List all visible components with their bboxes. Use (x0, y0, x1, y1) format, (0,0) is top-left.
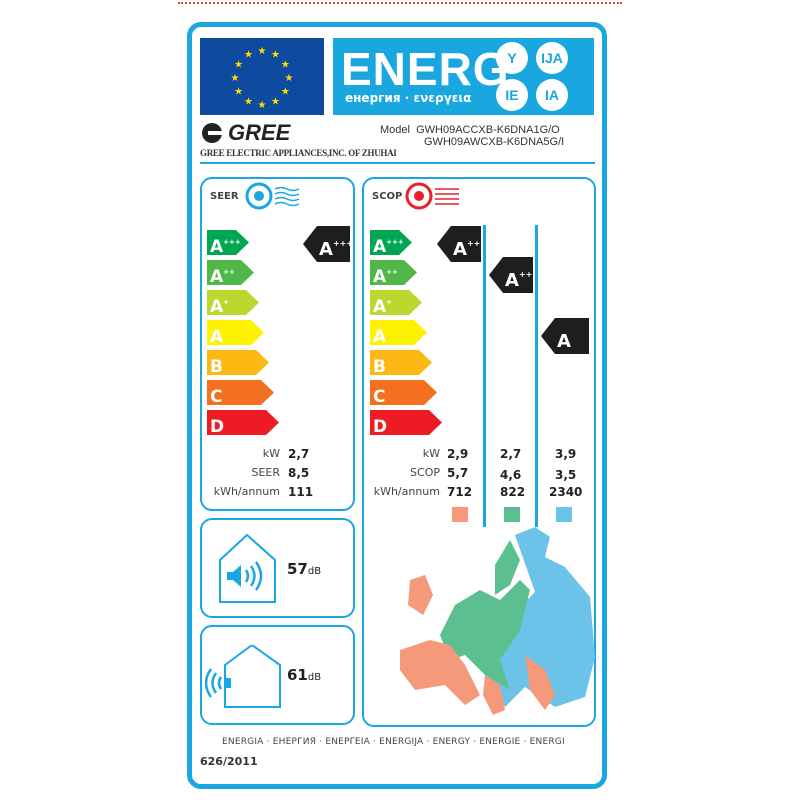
star-icon: ★ (258, 46, 267, 57)
outdoor-noise-panel (200, 625, 355, 725)
energy-class-bar: A (370, 320, 427, 345)
zone-warmer-swatch (556, 507, 572, 522)
regulation-number: 626/2011 (200, 755, 258, 768)
fan-cooling-icon (245, 182, 300, 210)
energy-class-bar: A (207, 320, 264, 345)
heating-key-scop: SCOP (410, 466, 440, 479)
energy-class-bar: D (207, 410, 279, 435)
suffix-ie: IE (496, 79, 528, 111)
model-label: Model (380, 124, 410, 136)
star-icon: ★ (234, 60, 243, 71)
zone1-kw: 2,9 (447, 447, 469, 461)
heating-panel (362, 177, 596, 727)
cooling-value-seer: 8,5 (288, 466, 310, 480)
scop-label: SCOP (372, 191, 403, 202)
energy-class-bar: D (370, 410, 442, 435)
zone3-kw: 3,9 (555, 447, 577, 461)
energy-subtitle: енергия · ενεργεια (345, 91, 472, 105)
star-icon: ★ (285, 73, 294, 84)
divider (200, 162, 595, 164)
gree-logo-icon (202, 123, 224, 143)
cooling-panel (200, 177, 355, 511)
indoor-noise-panel (200, 518, 355, 618)
zone3-energy: 2340 (549, 485, 583, 499)
gree-logo: GREE (200, 120, 290, 146)
dotted-cut-line (178, 2, 622, 4)
star-icon: ★ (281, 60, 290, 71)
zone-average-swatch (504, 507, 520, 522)
zone2-kw: 2,7 (500, 447, 522, 461)
model-info: Model GWH09ACCXB-K6DNA1G/O GWH09AWCXB-K6… (380, 124, 564, 148)
star-icon: ★ (244, 50, 253, 61)
cooling-value-energy: 111 (288, 485, 314, 499)
energy-class-bar: B (370, 350, 432, 375)
zone2-scop: 4,6 (500, 468, 522, 482)
model-indoor: GWH09ACCXB-K6DNA1G/O (416, 124, 560, 136)
seer-label: SEER (210, 191, 239, 202)
zone-divider (483, 225, 486, 527)
zone-divider (535, 225, 538, 527)
languages-footer: ENERGIA · ЕНЕРГИЯ · ΕΝΕΡΓΕΙΑ · ENERGIJA … (222, 737, 565, 747)
suffix-ija: IJA (536, 42, 568, 74)
cooling-value-kw: 2,7 (288, 447, 310, 461)
brand-name: GREE (228, 120, 291, 145)
model-outdoor: GWH09AWCXB-K6DNA5G/I (424, 136, 565, 148)
cooling-key-seer: SEER (251, 466, 280, 479)
zone2-energy: 822 (500, 485, 526, 499)
eu-flag: ★ ★ ★ ★ ★ ★ ★ ★ ★ ★ ★ ★ (200, 38, 324, 115)
eu-stars-icon: ★ ★★★★★★★★★★★ (231, 46, 294, 111)
zone1-energy: 712 (447, 485, 473, 499)
star-icon: ★ (231, 73, 240, 84)
zone1-scop: 5,7 (447, 466, 469, 480)
star-icon: ★ (271, 96, 280, 107)
energy-class-bar: C (370, 380, 437, 405)
label-frame (187, 22, 607, 789)
heating-key-kw: kW (422, 447, 440, 460)
energy-banner: ENERG енергия · ενεργεια Y IJA IE IA (333, 38, 594, 115)
star-icon: ★ (271, 50, 280, 61)
suffix-ia: IA (536, 79, 568, 111)
zone3-scop: 3,5 (555, 468, 577, 482)
star-icon: ★ (244, 96, 253, 107)
heating-key-energy: kWh/annum (373, 485, 440, 498)
star-icon: ★ (281, 87, 290, 98)
star-icon: ★ (234, 87, 243, 98)
company-name: GREE ELECTRIC APPLIANCES,INC. OF ZHUHAI (200, 148, 397, 158)
cooling-key-kw: kW (262, 447, 280, 460)
energy-class-bar: B (207, 350, 269, 375)
zone-colder-swatch (452, 507, 468, 522)
indoor-sound-icon (219, 533, 276, 603)
indoor-noise-value: 57dB (287, 560, 322, 578)
energy-class-bar: C (207, 380, 274, 405)
star-icon: ★ (258, 100, 267, 111)
outdoor-noise-value: 61dB (287, 666, 322, 684)
energy-title: ENERG (341, 43, 510, 95)
suffix-y: Y (496, 42, 528, 74)
outdoor-sound-icon (205, 645, 281, 708)
cooling-key-energy: kWh/annum (213, 485, 280, 498)
fan-heating-icon (405, 182, 459, 210)
europe-climate-map (400, 527, 595, 715)
